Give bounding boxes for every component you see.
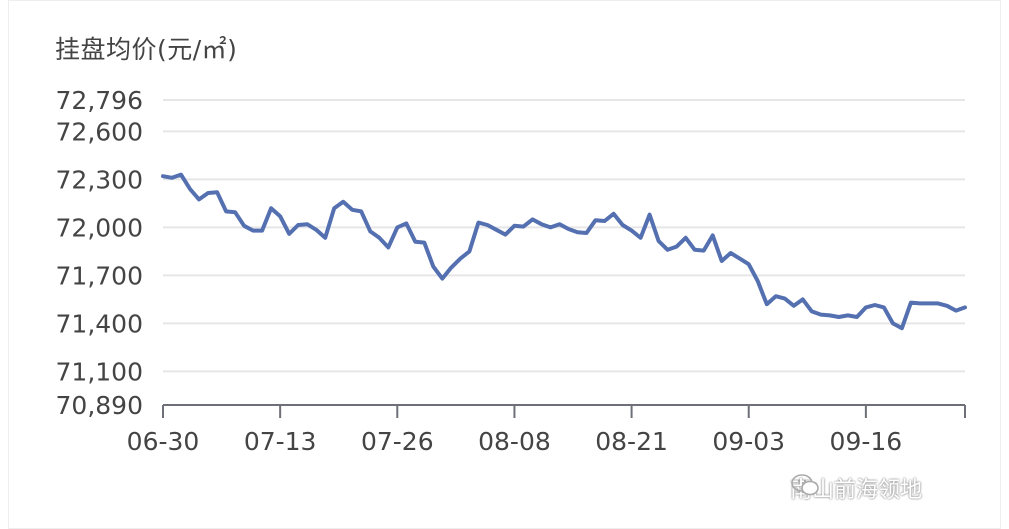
y-axis-label: 挂盘均价(元/㎡)	[55, 35, 238, 64]
y-tick-label: 72,000	[56, 213, 143, 242]
y-tick-label: 72,796	[56, 86, 143, 115]
wechat-icon	[791, 474, 819, 496]
x-tick-label: 09-03	[712, 427, 785, 456]
x-tick-label: 07-26	[361, 427, 434, 456]
x-tick-label: 08-21	[595, 427, 668, 456]
series-layer	[161, 172, 967, 331]
chart-frame	[8, 0, 1001, 529]
watermark: 南山前海领地	[790, 472, 922, 504]
x-tick-label: 09-16	[830, 427, 903, 456]
series-line	[161, 172, 967, 331]
y-tick-label: 71,400	[56, 309, 143, 338]
y-tick-label: 71,700	[56, 261, 143, 290]
y-tick-label: 72,300	[56, 165, 143, 194]
x-tick-label: 08-08	[478, 427, 551, 456]
y-tick-labels: 70,890 71,100 71,400 71,700 72,000 72,300 72,6…	[56, 86, 143, 420]
x-axis	[162, 404, 966, 418]
x-tick-label: 06-30	[127, 427, 200, 456]
x-tick-label: 07-13	[244, 427, 317, 456]
y-tick-label: 71,100	[56, 357, 143, 386]
grid-lines	[163, 99, 965, 373]
y-tick-label: 72,600	[56, 117, 143, 146]
y-tick-label: 70,890	[56, 391, 143, 420]
x-tick-labels: 06-30 07-13 07-26 08-08 08-21 09-03 09-16	[127, 427, 903, 456]
